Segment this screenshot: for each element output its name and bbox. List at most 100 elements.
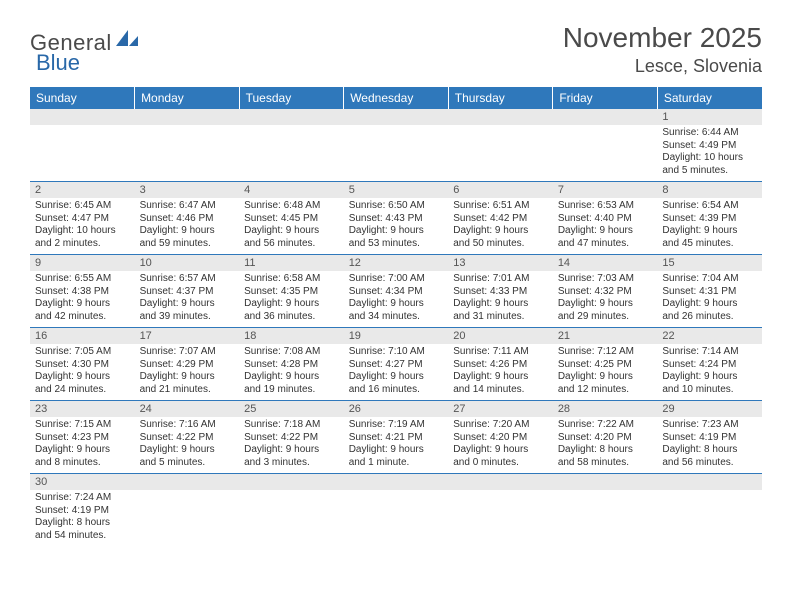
- empty-day-number: [135, 109, 240, 125]
- day-cell: [657, 474, 762, 547]
- day-body: [30, 125, 135, 177]
- daylight-text-1: Daylight: 9 hours: [35, 444, 130, 457]
- day-number: 5: [344, 182, 449, 198]
- daylight-text-2: and 36 minutes.: [244, 311, 339, 324]
- sunrise-text: Sunrise: 6:54 AM: [662, 200, 757, 213]
- daylight-text-2: and 0 minutes.: [453, 457, 548, 470]
- daylight-text-2: and 1 minute.: [349, 457, 444, 470]
- title-block: November 2025 Lesce, Slovenia: [563, 22, 762, 77]
- day-number: 20: [448, 328, 553, 344]
- day-cell: 2Sunrise: 6:45 AMSunset: 4:47 PMDaylight…: [30, 182, 135, 255]
- day-cell: 3Sunrise: 6:47 AMSunset: 4:46 PMDaylight…: [135, 182, 240, 255]
- day-header: Wednesday: [344, 87, 449, 109]
- day-body: [657, 490, 762, 542]
- day-body: Sunrise: 7:00 AMSunset: 4:34 PMDaylight:…: [344, 271, 449, 327]
- day-header: Sunday: [30, 87, 135, 109]
- day-number: 15: [657, 255, 762, 271]
- sunset-text: Sunset: 4:33 PM: [453, 286, 548, 299]
- logo-text-blue: Blue: [36, 50, 80, 76]
- day-number: 2: [30, 182, 135, 198]
- day-cell: 20Sunrise: 7:11 AMSunset: 4:26 PMDayligh…: [448, 328, 553, 401]
- day-cell: 12Sunrise: 7:00 AMSunset: 4:34 PMDayligh…: [344, 255, 449, 328]
- daylight-text-2: and 5 minutes.: [662, 165, 757, 178]
- sunrise-text: Sunrise: 7:19 AM: [349, 419, 444, 432]
- sunrise-text: Sunrise: 7:04 AM: [662, 273, 757, 286]
- day-cell: 8Sunrise: 6:54 AMSunset: 4:39 PMDaylight…: [657, 182, 762, 255]
- day-number: 9: [30, 255, 135, 271]
- day-body: [135, 490, 240, 542]
- sunrise-text: Sunrise: 7:16 AM: [140, 419, 235, 432]
- empty-day-number: [30, 109, 135, 125]
- daylight-text-2: and 56 minutes.: [662, 457, 757, 470]
- daylight-text-1: Daylight: 9 hours: [349, 225, 444, 238]
- day-body: [239, 490, 344, 542]
- daylight-text-2: and 39 minutes.: [140, 311, 235, 324]
- sunrise-text: Sunrise: 6:44 AM: [662, 127, 757, 140]
- daylight-text-1: Daylight: 9 hours: [558, 225, 653, 238]
- daylight-text-2: and 29 minutes.: [558, 311, 653, 324]
- day-number: 24: [135, 401, 240, 417]
- sunset-text: Sunset: 4:32 PM: [558, 286, 653, 299]
- day-cell: [553, 474, 658, 547]
- sunset-text: Sunset: 4:34 PM: [349, 286, 444, 299]
- daylight-text-1: Daylight: 8 hours: [558, 444, 653, 457]
- sunset-text: Sunset: 4:46 PM: [140, 213, 235, 226]
- day-body: Sunrise: 6:54 AMSunset: 4:39 PMDaylight:…: [657, 198, 762, 254]
- daylight-text-1: Daylight: 9 hours: [244, 298, 339, 311]
- day-cell: [239, 474, 344, 547]
- daylight-text-1: Daylight: 9 hours: [35, 371, 130, 384]
- day-number: 26: [344, 401, 449, 417]
- sunset-text: Sunset: 4:21 PM: [349, 432, 444, 445]
- daylight-text-2: and 2 minutes.: [35, 238, 130, 251]
- week-row: 1Sunrise: 6:44 AMSunset: 4:49 PMDaylight…: [30, 109, 762, 182]
- day-cell: [30, 109, 135, 182]
- daylight-text-1: Daylight: 9 hours: [453, 298, 548, 311]
- sunset-text: Sunset: 4:31 PM: [662, 286, 757, 299]
- sunset-text: Sunset: 4:22 PM: [244, 432, 339, 445]
- day-body: Sunrise: 7:03 AMSunset: 4:32 PMDaylight:…: [553, 271, 658, 327]
- day-body: Sunrise: 7:18 AMSunset: 4:22 PMDaylight:…: [239, 417, 344, 473]
- daylight-text-2: and 31 minutes.: [453, 311, 548, 324]
- daylight-text-1: Daylight: 9 hours: [244, 444, 339, 457]
- day-number: 19: [344, 328, 449, 344]
- day-body: [553, 490, 658, 542]
- daylight-text-1: Daylight: 9 hours: [140, 225, 235, 238]
- day-cell: 6Sunrise: 6:51 AMSunset: 4:42 PMDaylight…: [448, 182, 553, 255]
- daylight-text-1: Daylight: 9 hours: [453, 371, 548, 384]
- day-number: 12: [344, 255, 449, 271]
- day-cell: 17Sunrise: 7:07 AMSunset: 4:29 PMDayligh…: [135, 328, 240, 401]
- day-number: 1: [657, 109, 762, 125]
- day-body: [239, 125, 344, 177]
- day-cell: 16Sunrise: 7:05 AMSunset: 4:30 PMDayligh…: [30, 328, 135, 401]
- sunrise-text: Sunrise: 7:03 AM: [558, 273, 653, 286]
- month-title: November 2025: [563, 22, 762, 54]
- day-cell: 22Sunrise: 7:14 AMSunset: 4:24 PMDayligh…: [657, 328, 762, 401]
- sunrise-text: Sunrise: 7:08 AM: [244, 346, 339, 359]
- day-body: [135, 125, 240, 177]
- empty-day-number: [135, 474, 240, 490]
- day-number: 16: [30, 328, 135, 344]
- day-cell: [239, 109, 344, 182]
- daylight-text-1: Daylight: 8 hours: [35, 517, 130, 530]
- sunrise-text: Sunrise: 7:07 AM: [140, 346, 235, 359]
- day-header: Monday: [135, 87, 240, 109]
- daylight-text-2: and 12 minutes.: [558, 384, 653, 397]
- day-cell: 5Sunrise: 6:50 AMSunset: 4:43 PMDaylight…: [344, 182, 449, 255]
- sunrise-text: Sunrise: 6:45 AM: [35, 200, 130, 213]
- day-body: Sunrise: 7:20 AMSunset: 4:20 PMDaylight:…: [448, 417, 553, 473]
- day-body: Sunrise: 7:19 AMSunset: 4:21 PMDaylight:…: [344, 417, 449, 473]
- daylight-text-2: and 24 minutes.: [35, 384, 130, 397]
- daylight-text-1: Daylight: 9 hours: [244, 225, 339, 238]
- day-number: 7: [553, 182, 658, 198]
- calendar-page: General November 2025 Lesce, Slovenia Bl…: [0, 0, 792, 546]
- day-header: Thursday: [448, 87, 553, 109]
- calendar-table: Sunday Monday Tuesday Wednesday Thursday…: [30, 87, 762, 546]
- day-cell: 28Sunrise: 7:22 AMSunset: 4:20 PMDayligh…: [553, 401, 658, 474]
- week-row: 30Sunrise: 7:24 AMSunset: 4:19 PMDayligh…: [30, 474, 762, 547]
- sunrise-text: Sunrise: 6:50 AM: [349, 200, 444, 213]
- daylight-text-2: and 8 minutes.: [35, 457, 130, 470]
- day-cell: 18Sunrise: 7:08 AMSunset: 4:28 PMDayligh…: [239, 328, 344, 401]
- day-body: Sunrise: 6:51 AMSunset: 4:42 PMDaylight:…: [448, 198, 553, 254]
- day-cell: 1Sunrise: 6:44 AMSunset: 4:49 PMDaylight…: [657, 109, 762, 182]
- day-body: Sunrise: 7:11 AMSunset: 4:26 PMDaylight:…: [448, 344, 553, 400]
